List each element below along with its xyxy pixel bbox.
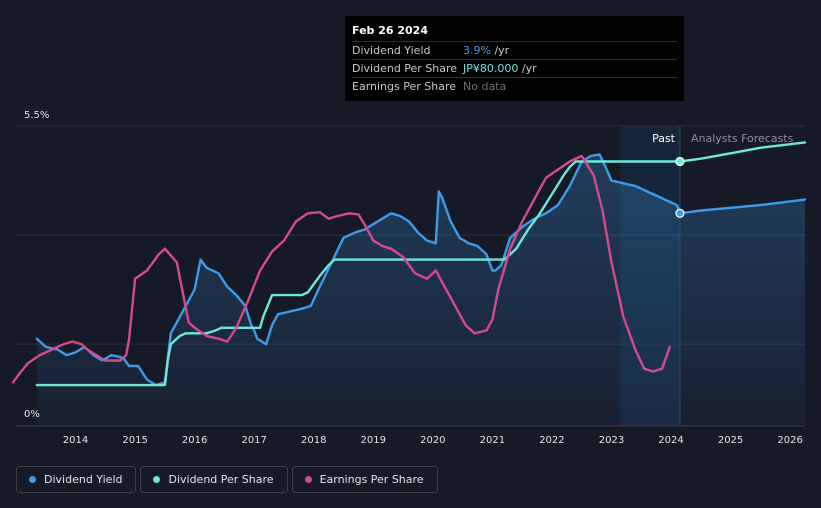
current-marker-dividend-yield — [675, 208, 685, 218]
legend-item-dividend-per-share[interactable]: Dividend Per Share — [140, 466, 288, 493]
x-axis-ticks: 2014 2015 2016 2017 2018 2019 2020 2021 2022 2023… — [63, 435, 803, 446]
x-tick-label: 2025 — [718, 435, 743, 446]
tooltip-unit: /yr — [518, 62, 537, 75]
y-axis-min-label: 0% — [24, 409, 40, 420]
legend-item-earnings-per-share[interactable]: Earnings Per Share — [291, 466, 438, 493]
legend-dot-icon — [29, 476, 36, 483]
current-marker-dividend-per-share — [675, 156, 685, 167]
legend-label: Earnings Per Share — [319, 473, 424, 486]
x-tick-label: 2015 — [122, 435, 147, 446]
tooltip-unit: /yr — [490, 44, 510, 57]
series-areas — [36, 154, 806, 426]
y-axis-max-label: 5.5% — [24, 110, 49, 121]
x-tick-label: 2022 — [539, 435, 564, 446]
forecast-region-label: Analysts Forecasts — [691, 132, 794, 145]
legend-dot-icon — [153, 476, 161, 483]
x-tick-label: 2016 — [182, 435, 207, 446]
x-tick-label: 2024 — [658, 435, 683, 446]
x-tick-label: 2021 — [480, 435, 505, 446]
tooltip-row-dividend-per-share: Dividend Per Share JP¥80.000 /yr — [352, 59, 677, 77]
hover-tooltip: Feb 26 2024 Dividend Yield 3.9% /yr Divi… — [345, 16, 684, 101]
series-lines — [11, 141, 807, 387]
x-tick-label: 2018 — [301, 435, 326, 446]
x-tick-label: 2026 — [777, 435, 802, 446]
tooltip-date: Feb 26 2024 — [352, 24, 428, 37]
chart-legend: Dividend Yield Dividend Per Share Earnin… — [16, 466, 438, 493]
series-area-dividend-yield — [36, 154, 806, 426]
past-region-label: Past — [652, 132, 676, 145]
x-tick-label: 2019 — [361, 435, 386, 446]
legend-dot-icon — [304, 476, 312, 483]
tooltip-value: No data — [463, 80, 507, 93]
tooltip-value: JP¥80.000 — [463, 62, 519, 75]
series-line-earnings-per-share — [11, 154, 671, 384]
x-tick-label: 2020 — [420, 435, 445, 446]
current-value-markers — [675, 156, 685, 218]
tooltip-label: Earnings Per Share — [352, 80, 457, 93]
legend-item-dividend-yield[interactable]: Dividend Yield — [16, 466, 137, 493]
tooltip-value: 3.9% — [463, 44, 491, 57]
tooltip-label: Dividend Per Share — [352, 62, 458, 75]
x-tick-label: 2014 — [63, 435, 88, 446]
tooltip-row-dividend-yield: Dividend Yield 3.9% /yr — [352, 41, 677, 59]
x-tick-label: 2017 — [241, 435, 266, 446]
legend-label: Dividend Yield — [44, 473, 123, 486]
legend-label: Dividend Per Share — [168, 473, 274, 486]
x-tick-label: 2023 — [599, 435, 624, 446]
tooltip-label: Dividend Yield — [352, 44, 431, 57]
tooltip-row-earnings-per-share: Earnings Per Share No data — [352, 77, 677, 95]
